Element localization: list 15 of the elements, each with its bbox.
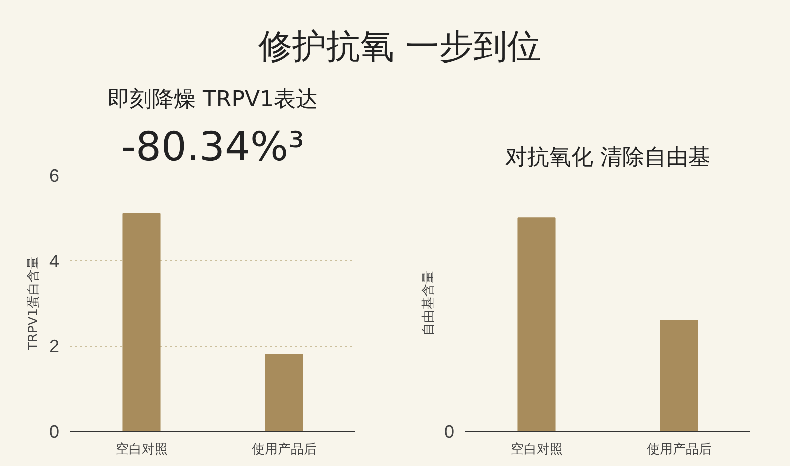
x-tick-label: 空白对照 <box>510 442 563 458</box>
text: 0 <box>444 422 455 442</box>
chart-subtitle: 即刻降燥 TRPV1表达 <box>108 88 318 112</box>
y-tick-label: 2 <box>49 336 60 357</box>
y-tick-label: 0 <box>49 422 60 442</box>
y-axis-title: TRPV1蛋白含量 <box>26 256 42 352</box>
y-tick-label: 6 <box>49 166 60 186</box>
x-tick-label: 使用产品后 <box>252 442 317 458</box>
y-axis-title: 自由基含量 <box>421 271 436 336</box>
text: -80.34%³ <box>122 124 305 170</box>
chart-title: 修护抗氧 一步到位 <box>258 26 542 69</box>
x-tick-label: 使用产品后 <box>646 442 712 458</box>
x-tick-label: 空白对照 <box>116 442 168 458</box>
y-tick-label: 4 <box>49 251 60 272</box>
chart-subtitle: 对抗氧化 清除自由基 <box>506 146 711 170</box>
